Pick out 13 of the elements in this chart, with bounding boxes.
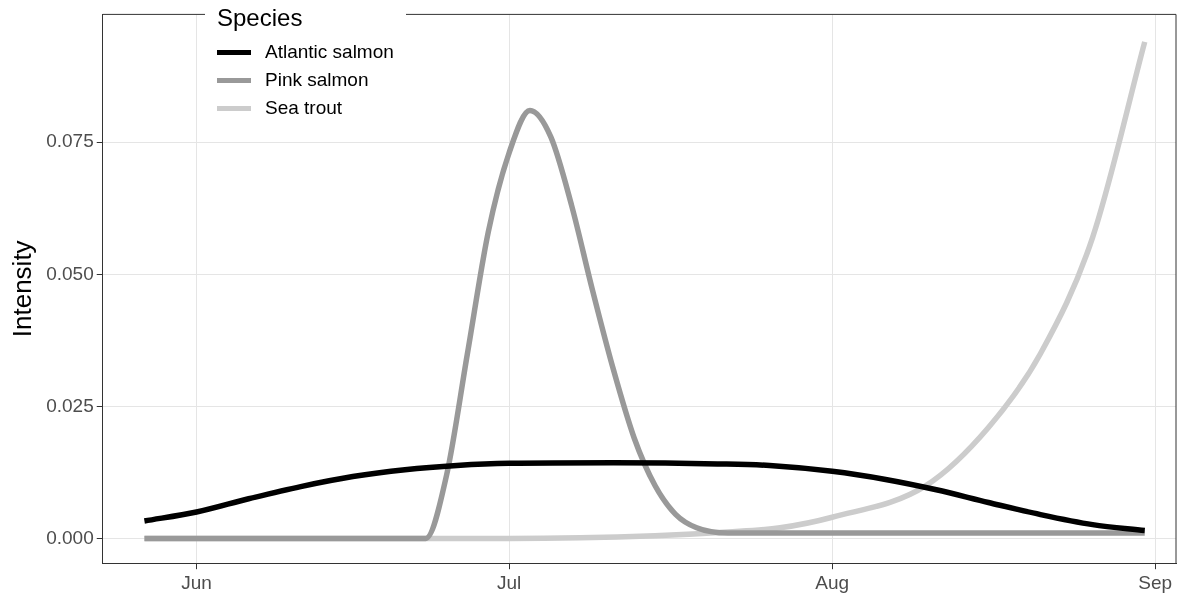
x-tick-label: Jun [181,571,212,593]
y-tick-label: 0.050 [46,262,94,284]
y-tick-label: 0.000 [46,526,94,548]
legend-label: Sea trout [265,97,343,119]
legend-label: Atlantic salmon [265,41,394,63]
x-tick-label: Jul [496,571,522,593]
y-tick-label: 0.025 [46,394,94,416]
y-axis-title: Intensity [6,240,37,338]
legend-title: Species [217,4,304,32]
legend-label: Pink salmon [265,69,369,91]
x-tick-label: Sep [1138,571,1173,593]
y-tick-label: 0.075 [46,130,94,152]
x-tick-label: Aug [815,571,850,593]
